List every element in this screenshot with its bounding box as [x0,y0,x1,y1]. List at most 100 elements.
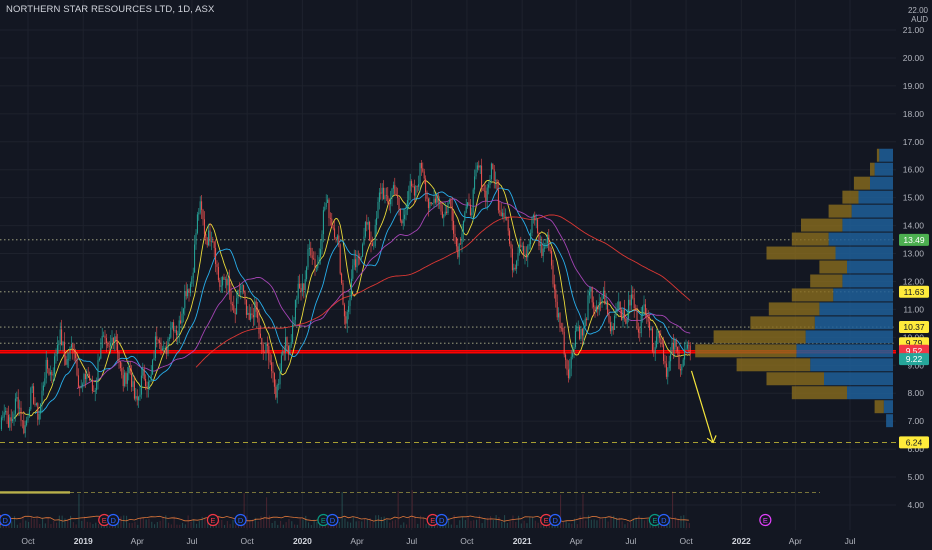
candle-body [138,396,140,401]
candle-body [671,342,673,355]
volume-bar [571,523,573,528]
candle-body [96,380,98,391]
candle-body [474,176,476,190]
candle-body [73,351,75,354]
candle-body [21,420,23,422]
volume-bar [277,524,279,528]
volume-bar [604,517,606,528]
candle-body [266,343,268,347]
candle-body [125,372,127,384]
candle-body [444,211,446,215]
price-badge-label: 10.37 [903,322,925,332]
candle-body [111,337,113,343]
moving-average-line [76,198,691,389]
candle-body [41,390,43,404]
candle-body [663,344,665,362]
candle-body [112,337,114,343]
event-marker-circle [657,513,670,527]
candle-body [296,298,298,300]
price-badge-label: 11.63 [904,287,925,297]
candle-body [136,396,138,401]
candle-body [647,316,649,322]
candle-body [268,346,270,361]
volume-profile-up-bar [828,232,893,246]
candle-body [409,181,411,192]
price-tick-label: 6.00 [907,444,924,454]
volume-profile-up-bar [870,176,893,190]
candle-body [20,407,22,421]
volume-bar [607,521,609,528]
moving-average-line [195,214,691,368]
volume-bar [476,519,478,528]
event-marker-circle [759,513,772,527]
candle-body [489,179,491,186]
candle-body [469,204,471,216]
candle-body [66,359,68,365]
candle-body [602,290,604,299]
candle-body [14,398,16,414]
candle-body [181,313,183,324]
price-badge: 13.49 [899,233,929,246]
volume-bar [504,515,506,528]
volume-bar [198,521,200,528]
volume-bar [686,522,688,528]
volume-bar [364,518,366,528]
candle-body [107,343,109,347]
event-marker-circle [435,513,448,527]
volume-bar [201,516,203,528]
candle-body [117,340,119,353]
candle-body [541,244,543,256]
candle-body [216,264,218,267]
volume-profile-down-bar [695,344,797,358]
candle-body [439,202,441,203]
volume-profile-up-bar [842,218,893,232]
volume-bar [680,515,682,528]
volume-bar [14,516,16,528]
volume-bar [64,518,66,528]
volume-bar [84,516,86,528]
candle-body [90,379,92,381]
candle-body [518,244,520,254]
candle-body [196,214,198,234]
candle-body [342,283,344,305]
candle-body [509,230,511,244]
candle-body [496,179,498,190]
candle-body [236,298,238,315]
volume-bar [8,524,10,528]
volume-bar [540,519,542,528]
candle-body [371,243,373,247]
candle-body [391,188,393,199]
volume-bar [154,524,156,528]
candle-body [378,192,380,202]
candle-body [79,386,81,389]
time-axis[interactable]: Oct 2019 Apr Jul Oct 2020 Apr Jul Oct 2021 Apr Jul O… [21,536,855,546]
candle-body [416,186,418,187]
candle-body [475,169,477,177]
candle-body [446,211,448,214]
volume-profile-down-bar [736,358,811,372]
candle-body [335,237,337,240]
candle-body [502,212,504,217]
volume-bar [274,520,276,528]
candle-body [390,198,392,205]
candle-body [667,368,669,377]
volume-bar [280,520,282,528]
candle-body [503,212,505,218]
volume-bar [352,517,354,528]
candle-body [471,212,473,216]
volume-bar [515,521,517,528]
volume-bar [593,519,595,528]
candle-body [282,351,284,356]
event-marker-circle [234,513,247,527]
candle-body [294,299,296,320]
candle-body [164,347,166,349]
volume-bar [394,519,396,528]
candle-body [623,309,625,319]
candle-body [42,385,44,391]
volume-bar [450,524,452,528]
volume-profile-up-bar [847,386,893,400]
candle-body [238,289,240,291]
candle-body [404,214,406,219]
candle-body [322,210,324,235]
